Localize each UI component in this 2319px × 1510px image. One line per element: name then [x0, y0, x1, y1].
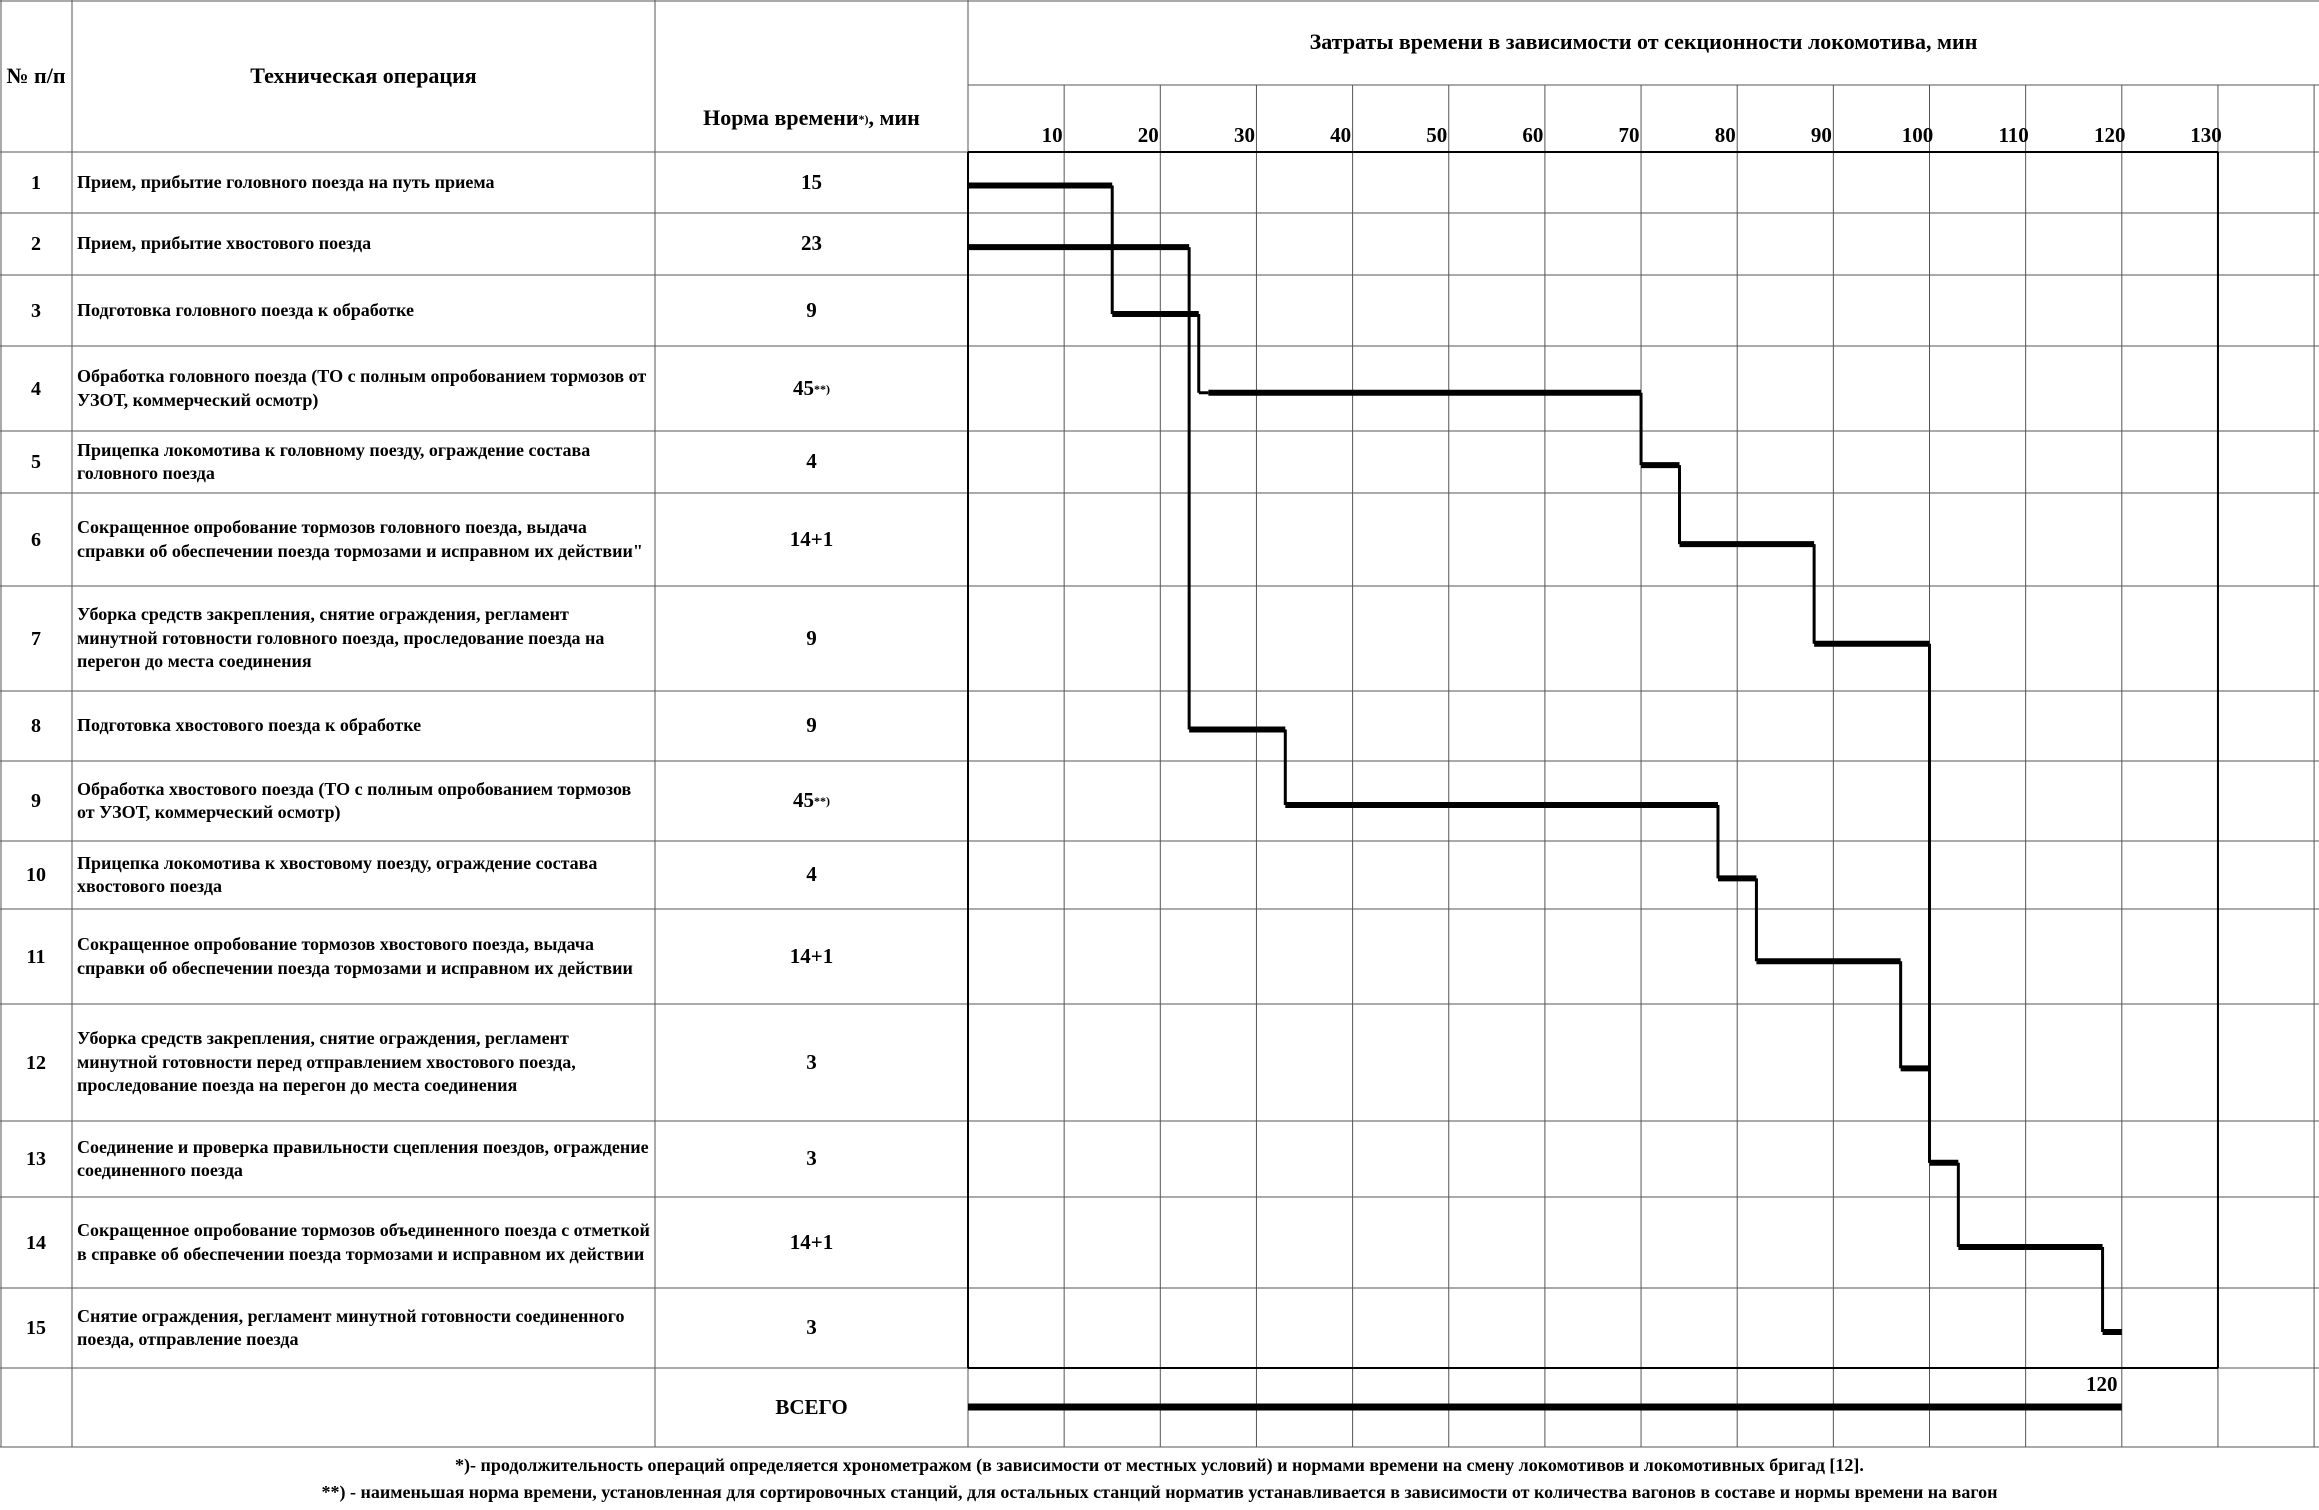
- row-norm: 3: [655, 1288, 968, 1368]
- row-norm: 4: [655, 841, 968, 909]
- row-norm-value: 14+1: [789, 1229, 834, 1254]
- row-norm: 14+1: [655, 1197, 968, 1288]
- row-number: 5: [31, 451, 41, 473]
- axis-tick-label: 20: [1137, 123, 1159, 147]
- header-time-group: Затраты времени в зависимости от секцион…: [1309, 29, 1978, 55]
- row-norm-value: 9: [806, 625, 817, 650]
- row-number: 9: [31, 790, 41, 812]
- row-number: 11: [26, 945, 46, 968]
- axis-tick-label: 50: [1426, 123, 1448, 147]
- axis-tick-label: 10: [1041, 123, 1063, 147]
- row-operation: Прием, прибытие хвостового поезда: [77, 233, 372, 254]
- row-norm-value: 3: [806, 1146, 817, 1171]
- row-number: 4: [31, 377, 41, 400]
- row-number: 14: [26, 1231, 46, 1254]
- row-norm-value: 23: [801, 231, 822, 256]
- axis-tick-label: 110: [1998, 123, 2029, 147]
- row-norm-value: 45: [793, 788, 814, 813]
- row-operation: Сокращенное опробование тормозов хвостов…: [77, 934, 633, 978]
- row-number: 12: [26, 1051, 46, 1074]
- row-norm: 9: [655, 275, 968, 346]
- row-norm: 3: [655, 1004, 968, 1121]
- axis-tick-label: 70: [1618, 123, 1640, 147]
- row-norm-value: 9: [806, 713, 817, 738]
- row-norm-value: 4: [806, 862, 817, 887]
- row-norm-value: 45: [793, 375, 814, 400]
- row-norm: 9: [655, 586, 968, 691]
- row-operation: Прицепка локомотива к хвостовому поезду,…: [77, 852, 598, 896]
- row-operation: Подготовка хвостового поезда к обработке: [77, 715, 422, 736]
- row-norm: 3: [655, 1121, 968, 1197]
- row-number: 1: [31, 171, 41, 194]
- axis-tick-label: 60: [1522, 123, 1544, 147]
- row-norm: 4: [655, 431, 968, 493]
- footnote: **) - наименьшая норма времени, установл…: [321, 1482, 1998, 1502]
- row-norm: 45 **): [655, 761, 968, 841]
- row-number: 2: [31, 233, 41, 255]
- axis-tick-label: 130: [2190, 123, 2222, 147]
- row-norm-value: 9: [806, 297, 817, 322]
- row-operation: Уборка средств закрепления, снятие ограж…: [77, 1028, 576, 1096]
- axis-tick-label: 90: [1810, 123, 1832, 147]
- row-number: 6: [31, 528, 41, 551]
- row-norm: 23: [655, 213, 968, 275]
- row-number: 7: [31, 627, 41, 650]
- row-operation: Обработка хвостового поезда (ТО с полным…: [77, 778, 632, 822]
- row-operation: Снятие ограждения, регламент минутной го…: [77, 1305, 625, 1349]
- row-operation: Прием, прибытие головного поезда на путь…: [77, 171, 495, 192]
- row-operation: Уборка средств закрепления, снятие ограж…: [77, 604, 605, 672]
- row-operation: Подготовка головного поезда к обработке: [77, 299, 415, 320]
- row-norm: 15: [655, 152, 968, 213]
- row-norm-value: 4: [806, 449, 817, 474]
- row-norm: 9: [655, 691, 968, 761]
- row-norm: 45 **): [655, 346, 968, 431]
- axis-tick-label: 40: [1330, 123, 1352, 147]
- total-label: ВСЕГО: [775, 1394, 848, 1419]
- row-norm: 14+1: [655, 493, 968, 586]
- row-number: 8: [31, 715, 41, 737]
- header-operation: Техническая операция: [250, 62, 477, 88]
- row-number: 3: [31, 299, 41, 322]
- row-norm: 14+1: [655, 909, 968, 1004]
- footnote: *)- продолжительность операций определяе…: [455, 1455, 1864, 1475]
- row-norm-value: 3: [806, 1315, 817, 1340]
- row-number: 13: [26, 1148, 46, 1170]
- row-operation: Сокращенное опробование тормозов объедин…: [77, 1220, 650, 1264]
- header-number: № п/п: [6, 62, 66, 88]
- row-operation: Соединение и проверка правильности сцепл…: [77, 1136, 649, 1180]
- header-norm-label: Норма времени: [703, 105, 859, 131]
- row-operation: Обработка головного поезда (ТО с полным …: [77, 366, 647, 410]
- axis-tick-label: 80: [1714, 123, 1736, 147]
- row-norm-value: 15: [801, 169, 822, 194]
- row-operation: Сокращенное опробование тормозов головно…: [77, 517, 643, 561]
- header-norm-suffix: , мин: [868, 105, 920, 131]
- row-norm-value: 14+1: [789, 526, 834, 551]
- header-norm: Норма времени *), мин: [655, 85, 968, 152]
- row-norm-value: 14+1: [789, 943, 834, 968]
- row-operation: Прицепка локомотива к головному поезду, …: [77, 439, 591, 483]
- row-number: 10: [26, 864, 46, 886]
- row-norm-value: 3: [806, 1049, 817, 1074]
- row-number: 15: [26, 1317, 46, 1339]
- axis-tick-label: 30: [1233, 123, 1255, 147]
- axis-tick-label: 100: [1901, 123, 1934, 147]
- total-value: 120: [2086, 1372, 2118, 1396]
- axis-tick-label: 120: [2094, 123, 2126, 147]
